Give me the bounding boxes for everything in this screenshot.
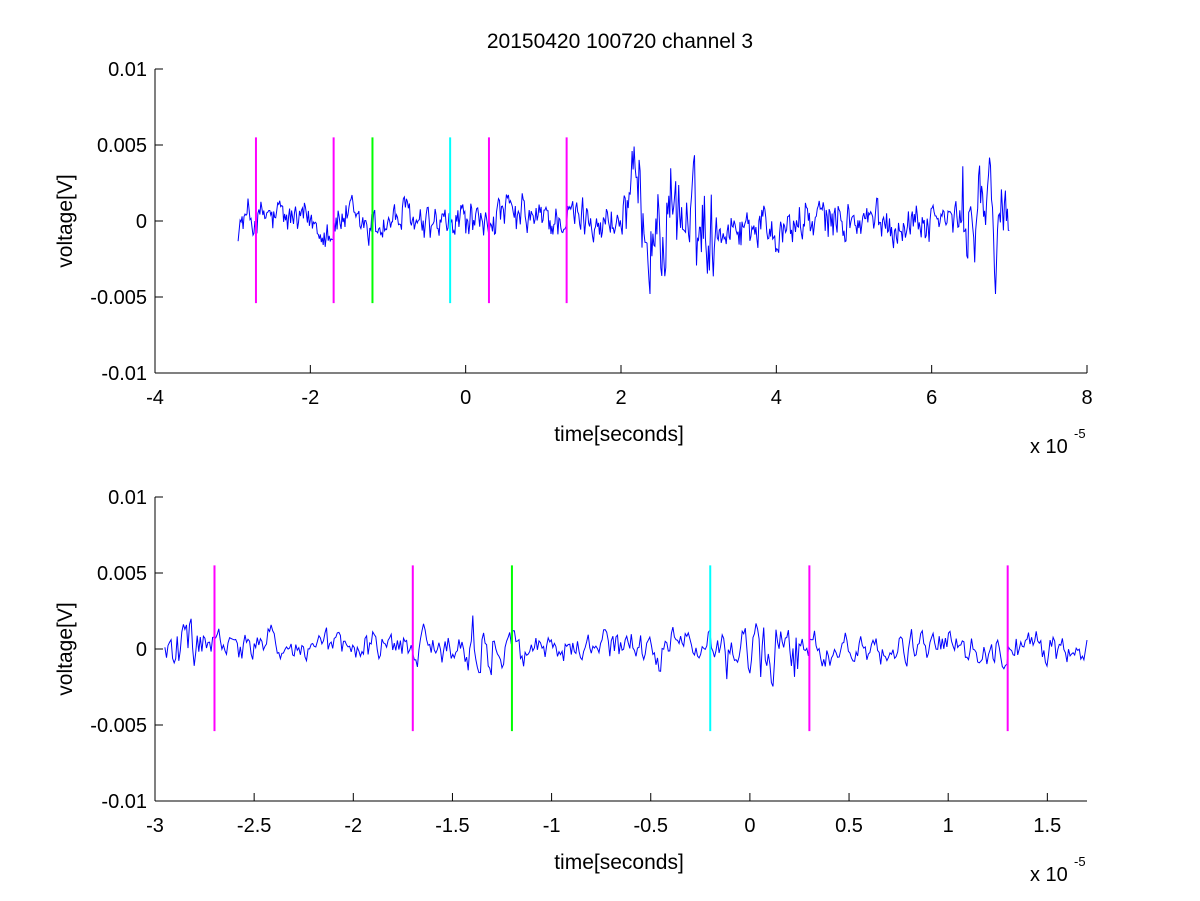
x-scale-exponent: -5	[1074, 426, 1086, 441]
figure-title: 20150420 100720 channel 3	[487, 30, 753, 53]
y-tick-label: 0	[136, 211, 147, 233]
y-tick-label: -0.005	[90, 287, 147, 309]
x-tick-label: -1	[543, 815, 561, 837]
x-tick-label: 6	[926, 387, 937, 409]
signal-trace	[164, 615, 1088, 687]
x-axis-title: time[seconds]	[554, 423, 684, 446]
y-tick-label: -0.01	[101, 791, 147, 813]
x-tick-label: 8	[1081, 387, 1092, 409]
y-axis-title: voltage[V]	[54, 602, 77, 695]
x-tick-label: 1	[943, 815, 954, 837]
x-tick-label: 2	[615, 387, 626, 409]
top-plot-panel: 0.01 0.005 0 -0.005 -0.01-4 -2 0 2 4 6 8 time[secon…	[54, 59, 1093, 458]
y-tick-label: 0.005	[97, 135, 147, 157]
x-axis-title: time[seconds]	[554, 851, 684, 874]
x-tick-label: -0.5	[634, 815, 668, 837]
x-scale-label: x 10	[1030, 864, 1068, 886]
x-tick-label: -2	[301, 387, 319, 409]
x-tick-label: -2.5	[237, 815, 271, 837]
x-tick-label: -2	[344, 815, 362, 837]
x-tick-label: 1.5	[1033, 815, 1061, 837]
y-tick-label: 0	[136, 639, 147, 661]
y-tick-label: 0.01	[108, 59, 147, 81]
y-tick-label: -0.005	[90, 715, 147, 737]
y-tick-label: 0.01	[108, 487, 147, 509]
x-tick-label: 0	[460, 387, 471, 409]
y-axis-title: voltage[V]	[54, 174, 77, 267]
bottom-plot-panel: 0.01 0.005 0 -0.005 -0.01-3 -2.5 -2 -1.5 -1 -0.5 0…	[54, 487, 1088, 886]
x-tick-label: 0	[744, 815, 755, 837]
x-tick-label: 4	[771, 387, 782, 409]
y-tick-label: -0.01	[101, 363, 147, 385]
x-scale-exponent: -5	[1074, 854, 1086, 869]
signal-trace	[237, 146, 1010, 295]
x-tick-label: 0.5	[835, 815, 863, 837]
x-tick-label: -4	[146, 387, 164, 409]
x-tick-label: -1.5	[435, 815, 469, 837]
y-tick-label: 0.005	[97, 563, 147, 585]
x-scale-label: x 10	[1030, 436, 1068, 458]
x-tick-label: -3	[146, 815, 164, 837]
